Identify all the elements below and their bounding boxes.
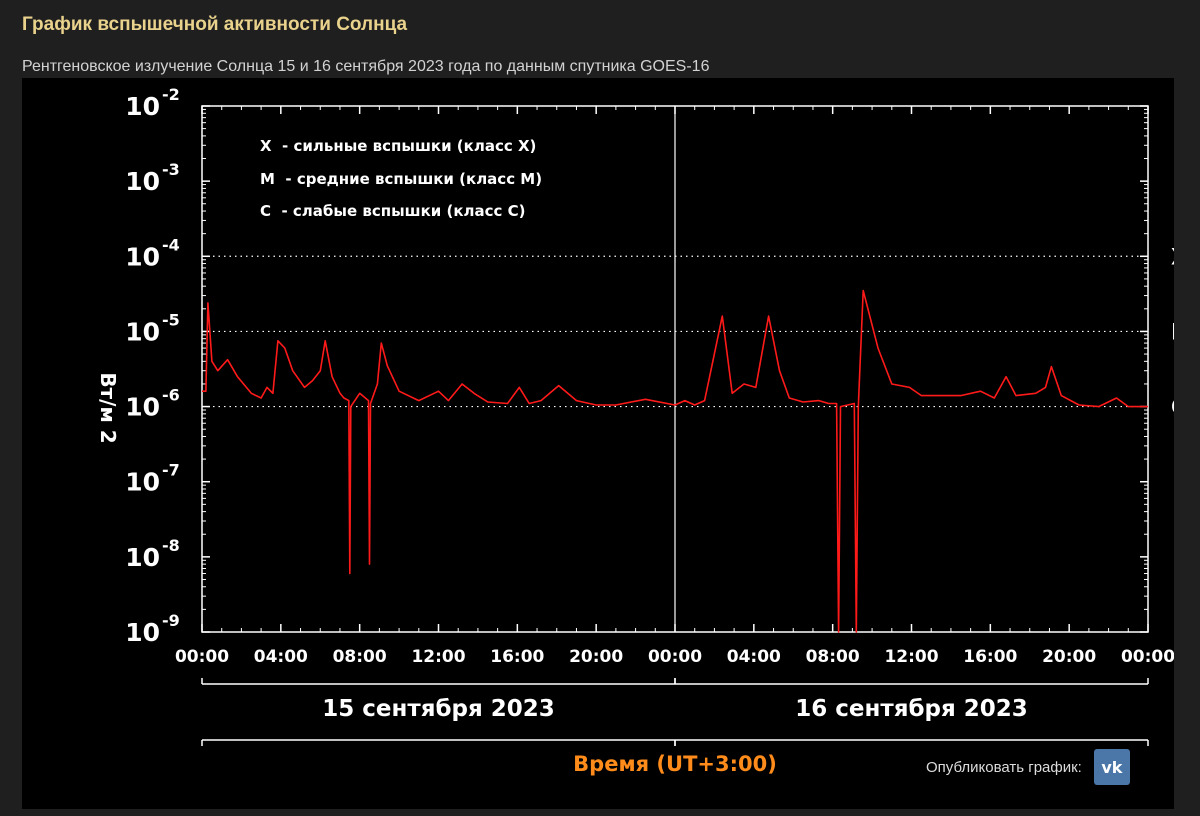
x-tick-label-6: 00:00 — [648, 647, 702, 667]
y-tick-exponent-3: -5 — [162, 310, 180, 329]
y-axis-label: Вт/м 2 — [96, 372, 120, 443]
y-tick-label-3: 10 — [125, 317, 160, 346]
y-tick-label-1: 10 — [125, 167, 160, 196]
vk-logo-icon: vk — [1101, 757, 1123, 777]
chart-panel: 10 -2 10 -3 10 -4 10 -5 10 -6 10 -7 10 -8 10 -9 00:00 04… — [22, 78, 1193, 809]
class-label-m: M — [1171, 320, 1174, 345]
x-tick-label-3: 12:00 — [411, 647, 465, 667]
x-tick-label-1: 04:00 — [254, 647, 308, 667]
legend-item-c: C - слабые вспышки (класс C) — [260, 202, 526, 220]
x-tick-label-0: 00:00 — [175, 647, 229, 667]
x-tick-label-12: 00:00 — [1121, 647, 1174, 667]
vk-share-button[interactable]: vk — [1093, 749, 1130, 785]
y-tick-label-7: 10 — [125, 618, 160, 647]
day-label-1: 16 сентября 2023 — [795, 696, 1028, 722]
x-tick-label-10: 16:00 — [963, 647, 1017, 667]
y-tick-label-6: 10 — [125, 543, 160, 572]
day-label-0: 15 сентября 2023 — [322, 696, 555, 722]
x-tick-label-4: 16:00 — [490, 647, 544, 667]
class-label-c: C — [1171, 396, 1174, 421]
share-label: Опубликовать график: — [926, 758, 1082, 776]
xray-flux-series-line — [202, 289, 1148, 633]
y-tick-label-4: 10 — [125, 393, 160, 422]
y-tick-exponent-5: -7 — [162, 461, 180, 480]
page-subtitle: Рентгеновское излучение Солнца 15 и 16 с… — [22, 58, 710, 75]
y-tick-label-5: 10 — [125, 468, 160, 497]
y-tick-exponent-2: -4 — [162, 235, 180, 254]
legend-item-m: M - средние вспышки (класс M) — [260, 170, 542, 188]
y-tick-label-2: 10 — [125, 242, 160, 271]
y-tick-exponent-6: -8 — [162, 536, 180, 555]
x-tick-label-2: 08:00 — [333, 647, 387, 667]
legend-item-x: X - сильные вспышки (класс X) — [260, 137, 536, 155]
page-title: График вспышечной активности Солнца — [22, 14, 408, 35]
x-axis-label: Время (UT+3:00) — [573, 752, 777, 776]
x-tick-label-5: 20:00 — [569, 647, 623, 667]
y-tick-exponent-7: -9 — [162, 611, 180, 630]
share-bar: Опубликовать график: vk — [926, 749, 1130, 785]
x-tick-label-8: 08:00 — [806, 647, 860, 667]
y-tick-exponent-1: -3 — [162, 160, 180, 179]
y-tick-exponent-0: -2 — [162, 85, 180, 104]
y-tick-exponent-4: -6 — [162, 386, 180, 405]
x-tick-label-11: 20:00 — [1042, 647, 1096, 667]
x-tick-label-7: 04:00 — [727, 647, 781, 667]
flare-activity-chart: 10-210-310-410-510-610-710-810-9 00:00 04… — [22, 78, 1193, 809]
class-label-x: X — [1171, 245, 1174, 270]
y-tick-label-0: 10 — [125, 92, 160, 121]
x-tick-label-9: 12:00 — [884, 647, 938, 667]
